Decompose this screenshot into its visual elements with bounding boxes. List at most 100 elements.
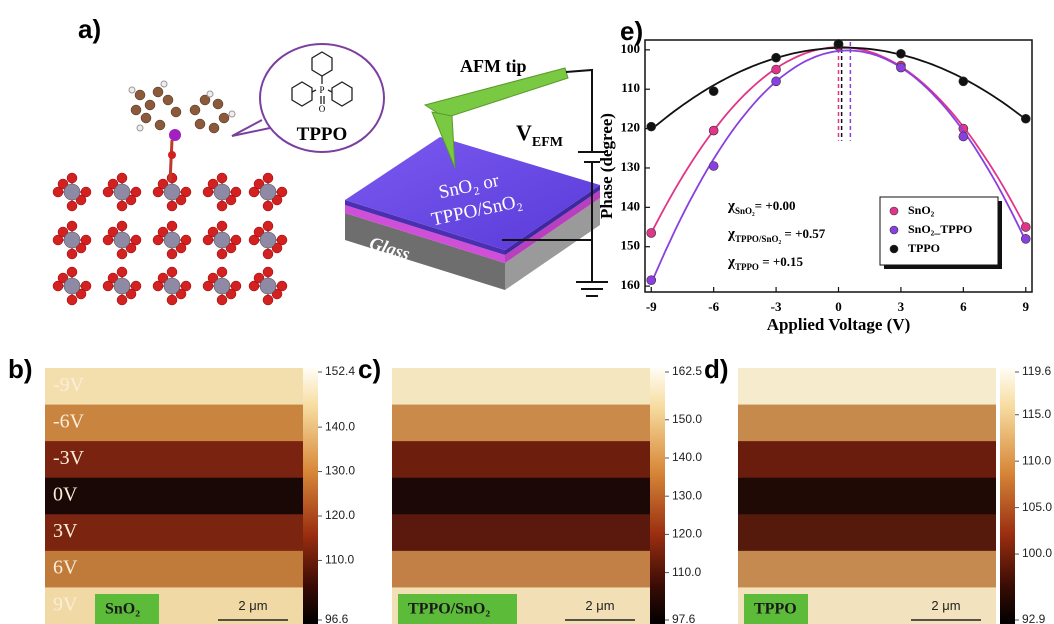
tin-atom: [260, 232, 276, 248]
phase-stripe: [738, 405, 996, 442]
carbon-atom: [213, 99, 223, 109]
panel-label: b): [8, 354, 33, 384]
phase-stripe: [738, 551, 996, 588]
efm-images: -9V-6V-3V0V3V6V9VSnO₂2 μm152.4140.0130.0…: [45, 364, 1052, 624]
y-tick-label: 150: [621, 238, 641, 253]
x-tick-label: -3: [771, 299, 782, 314]
phase-stripe: [738, 441, 996, 478]
tin-atom: [114, 278, 130, 294]
colorbar-tick-label: 120.0: [672, 527, 702, 541]
colorbar-tick-label: 140.0: [325, 419, 355, 433]
lattice-structure: [53, 173, 287, 305]
hydrogen-atom: [129, 87, 135, 93]
data-point: [772, 65, 781, 74]
phase-stripe: [392, 551, 650, 588]
colorbar-tick-label: 130.0: [325, 464, 355, 478]
atom-label: P: [319, 85, 324, 95]
tin-atom: [164, 278, 180, 294]
data-point: [772, 53, 781, 62]
tin-atom: [260, 184, 276, 200]
phase-stripe: [738, 478, 996, 515]
scale-bar-label: 2 μm: [931, 598, 960, 613]
oxygen-atom: [263, 221, 273, 231]
oxygen-atom: [263, 201, 273, 211]
annotation-value: = +0.57: [781, 226, 826, 241]
oxygen-atom: [167, 201, 177, 211]
voltage-label: 9V: [53, 593, 78, 615]
voltage-label: 6V: [53, 557, 78, 579]
colorbar-tick-label: 92.9: [1022, 612, 1046, 624]
hydrogen-atom: [161, 81, 167, 87]
oxygen-atom: [117, 221, 127, 231]
phase-stripe: [45, 551, 303, 588]
annotation: χTPPO/SnO₂ = +0.57: [727, 226, 826, 244]
sample-label: TPPO: [754, 601, 797, 618]
voltage-label: -3V: [53, 447, 85, 469]
colorbar-tick-label: 152.4: [325, 364, 355, 378]
oxygen-atom: [117, 201, 127, 211]
panel-label: c): [358, 354, 381, 384]
carbon-atom: [131, 105, 141, 115]
bond: [170, 140, 172, 182]
data-point: [1021, 114, 1030, 123]
oxygen-atom: [167, 221, 177, 231]
colorbar-tick-label: 110.0: [672, 565, 701, 579]
oxygen-atom: [263, 173, 273, 183]
carbon-atom: [155, 120, 165, 130]
colorbar: [303, 368, 318, 624]
data-point: [647, 228, 656, 237]
phase-stripe: [392, 441, 650, 478]
y-tick-label: 100: [621, 41, 641, 56]
data-point: [709, 87, 718, 96]
carbon-atom: [171, 107, 181, 117]
data-point: [896, 49, 905, 58]
data-point: [772, 77, 781, 86]
colorbar-tick-label: 140.0: [672, 450, 702, 464]
data-point: [709, 162, 718, 171]
phase-stripe: [45, 514, 303, 551]
oxygen-atom: [67, 295, 77, 305]
x-tick-label: 3: [898, 299, 905, 314]
oxygen-atom: [217, 201, 227, 211]
annotation: χSnO₂= +0.00: [727, 198, 795, 216]
figure: a) b) c) d) e) P O TPPO Sn: [0, 0, 1054, 624]
oxygen-atom: [263, 295, 273, 305]
bubble-tail: [232, 120, 270, 136]
oxygen-atom: [217, 249, 227, 259]
legend-marker: [890, 226, 898, 234]
voltage-symbol: V: [516, 120, 532, 145]
oxygen-atom: [217, 173, 227, 183]
tin-atom: [164, 232, 180, 248]
carbon-atom: [219, 113, 229, 123]
oxygen-atom: [67, 249, 77, 259]
x-axis-label: Applied Voltage (V): [767, 315, 911, 334]
voltage-label: -9V: [53, 374, 85, 396]
oxygen-atom: [67, 221, 77, 231]
data-point: [1021, 223, 1030, 232]
y-axis-label: Phase (degree): [597, 113, 616, 219]
data-point: [959, 132, 968, 141]
voltage-label: -6V: [53, 410, 85, 432]
tin-atom: [214, 278, 230, 294]
hydrogen-atom: [207, 91, 213, 97]
carbon-atom: [190, 105, 200, 115]
data-point: [834, 39, 843, 48]
panel-label: a): [78, 14, 101, 44]
molecule-atoms: [129, 81, 235, 159]
oxygen-atom: [167, 173, 177, 183]
voltage-label: VEFM: [516, 120, 563, 150]
tin-atom: [114, 232, 130, 248]
tin-atom: [64, 184, 80, 200]
phase-stripe: [45, 478, 303, 515]
hydrogen-atom: [137, 125, 143, 131]
colorbar: [1000, 368, 1015, 624]
phase-chart: -9-6-30369100110120130140150160Applied V…: [597, 39, 1032, 334]
colorbar-tick-label: 120.0: [325, 508, 355, 522]
oxygen-atom: [67, 173, 77, 183]
y-tick-label: 130: [621, 159, 641, 174]
oxygen-atom: [117, 267, 127, 277]
x-tick-label: 0: [835, 299, 842, 314]
oxygen-atom: [117, 173, 127, 183]
oxygen-atom: [263, 267, 273, 277]
legend-label: SnO₂_TPPO: [908, 222, 972, 236]
